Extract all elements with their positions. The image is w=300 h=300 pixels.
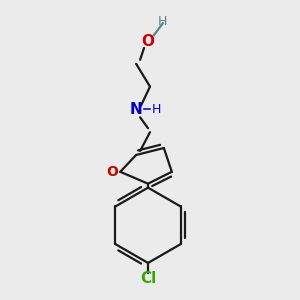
Text: O: O	[142, 34, 154, 49]
Text: Cl: Cl	[140, 271, 156, 286]
Text: N: N	[130, 102, 142, 117]
Text: H: H	[151, 103, 160, 116]
Text: O: O	[106, 165, 118, 179]
Text: H: H	[158, 15, 168, 28]
